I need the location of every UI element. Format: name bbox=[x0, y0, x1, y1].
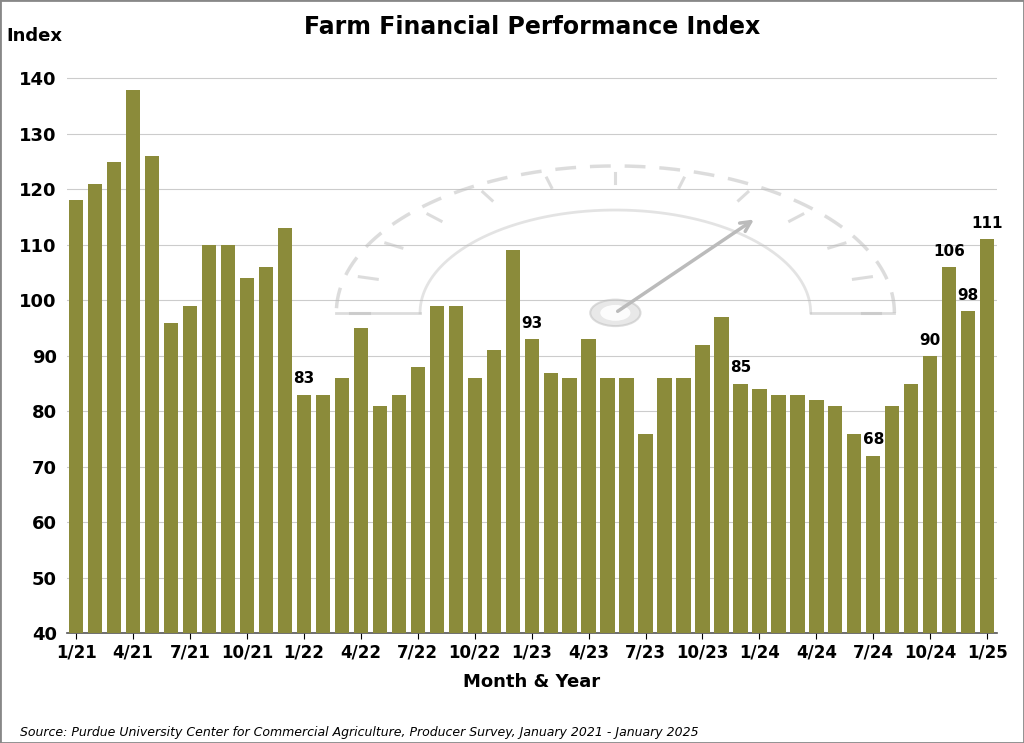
Bar bbox=[638, 434, 652, 743]
Bar bbox=[183, 306, 197, 743]
Bar bbox=[620, 378, 634, 743]
X-axis label: Month & Year: Month & Year bbox=[463, 673, 600, 691]
Text: 111: 111 bbox=[972, 216, 1002, 231]
Text: Source: Purdue University Center for Commercial Agriculture, Producer Survey, Ja: Source: Purdue University Center for Com… bbox=[20, 727, 699, 739]
Bar bbox=[506, 250, 520, 743]
Bar bbox=[847, 434, 861, 743]
Bar bbox=[126, 89, 140, 743]
Bar bbox=[315, 395, 330, 743]
Bar bbox=[695, 345, 710, 743]
Bar bbox=[809, 400, 823, 743]
Title: Farm Financial Performance Index: Farm Financial Performance Index bbox=[303, 15, 760, 39]
Text: 98: 98 bbox=[957, 288, 979, 303]
Bar bbox=[904, 383, 919, 743]
Text: 85: 85 bbox=[730, 360, 751, 375]
Text: 93: 93 bbox=[521, 316, 543, 331]
Bar bbox=[240, 278, 254, 743]
Text: 106: 106 bbox=[933, 244, 966, 259]
Text: 68: 68 bbox=[862, 432, 884, 447]
Bar bbox=[582, 340, 596, 743]
Bar bbox=[449, 306, 463, 743]
Bar bbox=[791, 395, 805, 743]
Bar bbox=[69, 201, 83, 743]
Bar bbox=[373, 406, 387, 743]
Text: Index: Index bbox=[6, 27, 62, 45]
Text: 83: 83 bbox=[293, 372, 314, 386]
Bar bbox=[828, 406, 843, 743]
Bar bbox=[600, 378, 614, 743]
Bar bbox=[335, 378, 349, 743]
Ellipse shape bbox=[590, 299, 640, 326]
Bar bbox=[715, 317, 729, 743]
Bar bbox=[486, 350, 501, 743]
Bar bbox=[468, 378, 482, 743]
Bar bbox=[411, 367, 425, 743]
Bar bbox=[924, 356, 937, 743]
Bar bbox=[391, 395, 406, 743]
Bar bbox=[753, 389, 767, 743]
Bar bbox=[866, 455, 881, 743]
Bar bbox=[88, 184, 102, 743]
Bar bbox=[259, 267, 273, 743]
Bar bbox=[677, 378, 690, 743]
Bar bbox=[278, 228, 292, 743]
Bar bbox=[885, 406, 899, 743]
Bar bbox=[771, 395, 785, 743]
Bar bbox=[430, 306, 443, 743]
Bar bbox=[980, 239, 994, 743]
Bar bbox=[297, 395, 311, 743]
Bar bbox=[144, 156, 159, 743]
Bar bbox=[106, 162, 121, 743]
Ellipse shape bbox=[600, 305, 631, 321]
Bar bbox=[202, 245, 216, 743]
Bar bbox=[524, 340, 539, 743]
Bar bbox=[962, 311, 976, 743]
Bar bbox=[562, 378, 577, 743]
Bar bbox=[657, 378, 672, 743]
Text: 90: 90 bbox=[920, 333, 941, 348]
Bar bbox=[942, 267, 956, 743]
Bar bbox=[733, 383, 748, 743]
Bar bbox=[164, 322, 178, 743]
Bar bbox=[353, 328, 368, 743]
Bar bbox=[221, 245, 236, 743]
Bar bbox=[544, 372, 558, 743]
